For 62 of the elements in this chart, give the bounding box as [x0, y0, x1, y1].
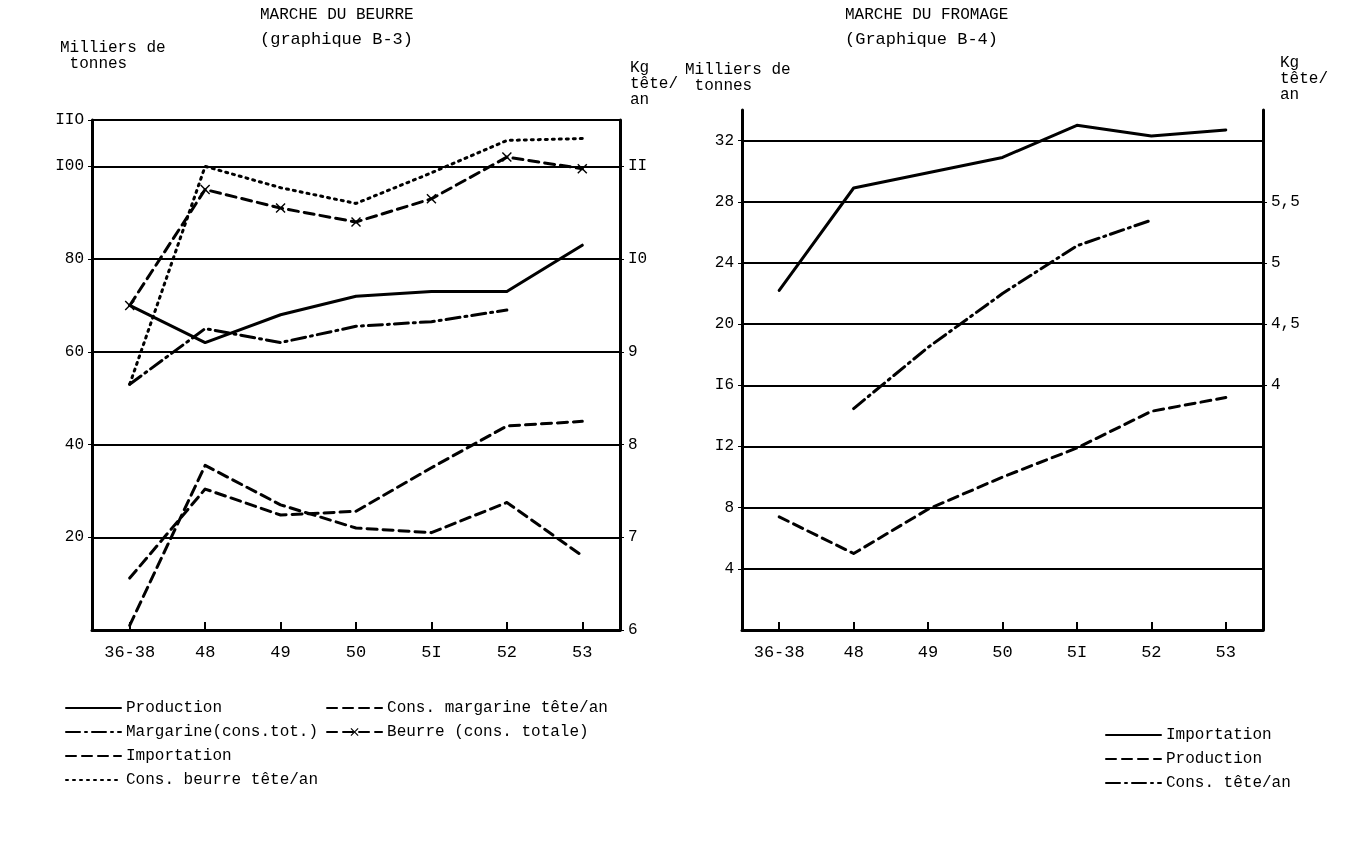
- x-tick-label: 53: [572, 643, 593, 662]
- legend-label: Importation: [1166, 726, 1272, 744]
- point: [501, 152, 512, 163]
- legend-label: Production: [1166, 750, 1263, 768]
- x-tick-label: 48: [843, 643, 864, 662]
- x-tick-label: 48: [194, 643, 216, 662]
- chart-subtitle: (graphique B-3): [260, 30, 414, 49]
- y2-tick-label: 8: [628, 435, 638, 454]
- y-tick-label: 20: [714, 315, 734, 334]
- legend-label: Cons. beurre tête/an: [126, 771, 319, 789]
- y2-tick-label: 9: [628, 342, 638, 361]
- y2-tick-label: 6: [628, 621, 638, 639]
- x-tick-label: 52: [1141, 643, 1162, 662]
- chart-title: MARCHE DU FROMAGE: [845, 6, 1009, 24]
- y-tick-label: 8: [724, 498, 734, 517]
- point: [426, 193, 437, 204]
- y-axis-title: Milliers de tonnes: [685, 61, 791, 95]
- y-tick-label: 24: [714, 253, 734, 272]
- legend-label: Cons. margarine tête/an: [387, 699, 608, 717]
- x-tick-label: 5I: [421, 643, 442, 662]
- x-tick-label: 50: [992, 643, 1013, 662]
- point: [200, 184, 211, 195]
- x-tick-label: 36-38: [104, 643, 156, 662]
- point: [577, 163, 588, 174]
- y2-tick-label: 7: [628, 528, 638, 547]
- y2-tick-label: I0: [628, 250, 648, 269]
- y2-tick-label: 4: [1271, 376, 1281, 395]
- x-tick-label: 5I: [1066, 643, 1088, 662]
- y2-tick-label: 5: [1271, 253, 1281, 272]
- chart-title: MARCHE DU BEURRE: [260, 6, 414, 24]
- x-tick-label: 49: [917, 643, 939, 662]
- y2-axis-title: Kg tête/an: [1280, 54, 1329, 104]
- y2-tick-label: 4,5: [1271, 315, 1300, 334]
- chart-subtitle: (Graphique B-4): [845, 30, 999, 49]
- y-axis-title: Milliers de tonnes: [60, 39, 166, 73]
- y-tick-label: I6: [714, 376, 734, 395]
- x-tick-label: 50: [345, 643, 367, 662]
- y2-axis-title: Kg tête/an: [630, 59, 679, 109]
- x-tick-label: 52: [496, 643, 518, 662]
- y-tick-label: 60: [64, 342, 84, 361]
- y-tick-label: 40: [64, 435, 84, 454]
- y2-tick-label: 5,5: [1271, 192, 1300, 211]
- x-tick-label: 53: [1215, 643, 1236, 662]
- y-tick-label: I00: [55, 157, 84, 176]
- x-tick-label: 36-38: [753, 643, 805, 662]
- y-tick-label: 4: [724, 559, 734, 578]
- y2-tick-label: II: [628, 157, 648, 176]
- legend-label: Cons. tête/an: [1166, 774, 1291, 792]
- point: [351, 217, 361, 227]
- y-tick-label: IIO: [55, 111, 84, 129]
- point: [275, 203, 286, 214]
- y-tick-label: 28: [714, 192, 734, 211]
- y-tick-label: I2: [714, 437, 734, 456]
- legend-label: Beurre (cons. totale): [387, 723, 589, 741]
- y-tick-label: 80: [64, 250, 84, 269]
- point: [124, 300, 135, 311]
- legend-label: Production: [126, 699, 223, 717]
- y-tick-label: 20: [64, 528, 84, 547]
- x-tick-label: 49: [270, 643, 291, 662]
- legend-label: Importation: [126, 747, 232, 765]
- y-tick-label: 32: [714, 131, 734, 150]
- legend-label: Margarine(cons.tot.): [126, 723, 319, 741]
